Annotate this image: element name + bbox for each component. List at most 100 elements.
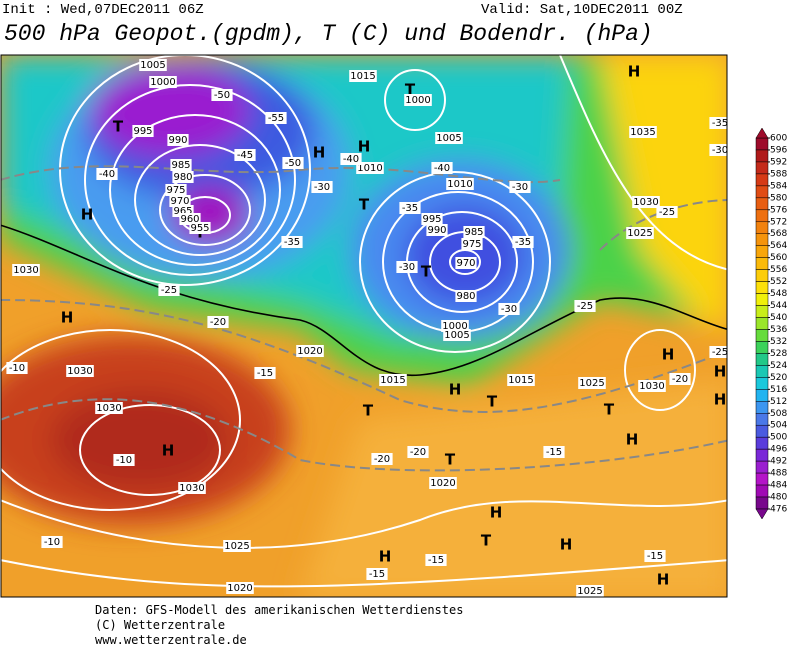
pressure-center: H <box>162 442 175 460</box>
label-box <box>709 346 727 358</box>
colorbar-label: 492 <box>770 457 787 467</box>
field-band <box>301 380 727 597</box>
label-box <box>435 132 463 144</box>
label-box <box>340 153 362 165</box>
label-box <box>404 94 432 106</box>
pressure-center: H <box>449 381 462 399</box>
isoline-label: 1025 <box>627 228 652 239</box>
valid-time: Valid: Sat,10DEC2011 00Z <box>481 2 683 18</box>
label-box <box>507 374 535 386</box>
label-box <box>356 162 384 174</box>
pressure-center: H <box>81 206 94 224</box>
colorbar-segment <box>755 185 769 199</box>
label-box <box>709 117 727 129</box>
label-box <box>576 585 604 597</box>
isoline-label: -55 <box>268 113 284 124</box>
isoline-label: 1025 <box>579 378 604 389</box>
label-box <box>158 284 180 296</box>
pressure-center: T <box>604 401 615 419</box>
colorbar-segment <box>755 341 769 354</box>
colorbar-segment <box>755 413 769 426</box>
colorbar-label: 568 <box>770 229 787 239</box>
label-box <box>574 300 596 312</box>
colorbar-segment <box>755 233 769 246</box>
isoline-label: 1000 <box>442 321 467 332</box>
colorbar-segment <box>755 197 769 211</box>
label-box <box>632 196 660 208</box>
isoline-label: -35 <box>402 203 418 214</box>
pressure-center: H <box>61 309 74 327</box>
colorbar-label: 508 <box>770 409 787 419</box>
colorbar-segment <box>755 365 769 378</box>
colorbar-label: 488 <box>770 469 787 479</box>
pressure-center: T <box>445 451 456 469</box>
isoline-label: -50 <box>214 90 230 101</box>
contour-552 <box>1 224 727 377</box>
label-box <box>669 373 691 385</box>
label-box <box>429 477 457 489</box>
label-box <box>578 377 606 389</box>
isoline-label: 1010 <box>447 179 472 190</box>
isoline-label: 990 <box>427 225 446 236</box>
colorbar-label: 476 <box>770 505 787 515</box>
isoline-label: -30 <box>501 304 517 315</box>
pressure-center: T <box>487 393 498 411</box>
colorbar-segment <box>755 293 769 306</box>
isoline-label: -45 <box>237 150 253 161</box>
label-box <box>349 70 377 82</box>
label-box <box>421 213 443 225</box>
isoline-label: -30 <box>314 182 330 193</box>
label-box <box>463 226 485 238</box>
footer-line: Daten: GFS-Modell des amerikanischen Wet… <box>95 603 463 617</box>
isoline-label: -30 <box>399 262 415 273</box>
isoline-label: -25 <box>577 301 593 312</box>
label-box <box>379 374 407 386</box>
colorbar-label: 480 <box>770 493 787 503</box>
isoline-label: 975 <box>462 239 481 250</box>
label-box <box>399 202 421 214</box>
label-box <box>282 157 304 169</box>
label-box <box>207 316 229 328</box>
colorbar-label: 504 <box>770 421 787 431</box>
isoline-label: -15 <box>369 569 385 580</box>
isoline-label: -25 <box>712 347 728 358</box>
label-box <box>371 453 393 465</box>
label-box <box>254 367 276 379</box>
isoline-label: -35 <box>284 237 300 248</box>
colorbar-label: 528 <box>770 349 787 359</box>
label-box <box>265 112 287 124</box>
colorbar-segment <box>755 472 769 486</box>
colorbar-segment <box>755 317 769 330</box>
isoline-label: -40 <box>99 169 115 180</box>
label-box <box>446 178 474 190</box>
label-box <box>113 454 135 466</box>
isoline-label: -10 <box>9 363 25 374</box>
pressure-center: H <box>714 363 727 381</box>
pressure-center: T <box>363 402 374 420</box>
isoline-label: 960 <box>180 214 199 225</box>
colorbar-segment <box>755 137 769 151</box>
isoline-label: -30 <box>712 145 728 156</box>
colorbar-segment <box>755 436 769 450</box>
label-box <box>132 125 154 137</box>
isoline-label: 1020 <box>227 583 252 594</box>
map-frame <box>0 54 728 598</box>
label-box <box>66 365 94 377</box>
colorbar-segment <box>755 269 769 282</box>
colorbar-segment <box>755 377 769 390</box>
isoline-label: -10 <box>116 455 132 466</box>
isoline-label: 975 <box>166 185 185 196</box>
label-box <box>189 222 211 234</box>
isoline-label: -10 <box>44 537 60 548</box>
colorbar-segment <box>755 281 769 294</box>
label-box <box>178 482 206 494</box>
label-box <box>223 540 251 552</box>
label-box <box>169 195 191 207</box>
isoline-label: -50 <box>285 158 301 169</box>
isoline-label: -40 <box>343 154 359 165</box>
isoline-label: 1030 <box>96 403 121 414</box>
colorbar-arrow <box>755 508 769 520</box>
pressure-center: H <box>490 504 503 522</box>
isoline-label: -20 <box>410 447 426 458</box>
isoline-label: 995 <box>422 214 441 225</box>
